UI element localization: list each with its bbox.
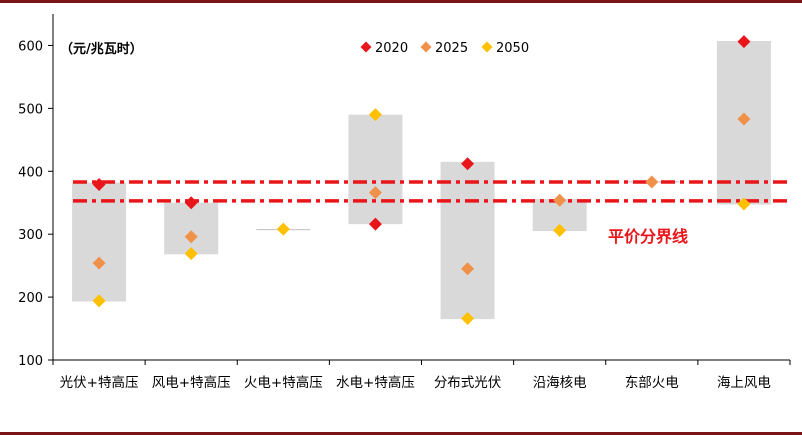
point-2050 [276, 222, 290, 236]
point-2020 [737, 35, 751, 49]
y-unit-label: （元/兆瓦时） [60, 41, 143, 57]
axes: 100 200 300 400 500 600 光伏+特高压 风电+特高压 火电+特高压 水电+特… [18, 14, 791, 391]
range-bars [72, 41, 771, 320]
parity-lines [73, 180, 790, 203]
point-2025 [553, 193, 567, 207]
top-border [0, 0, 802, 3]
x-tick-label: 光伏+特高压 [60, 374, 139, 391]
legend-marker-2025 [420, 41, 432, 53]
point-2020 [92, 177, 106, 191]
x-tick-label: 风电+特高压 [152, 374, 231, 391]
point-2020 [461, 157, 475, 171]
y-tick-label: 400 [18, 165, 43, 180]
point-2050 [553, 223, 567, 237]
range-bar [440, 161, 495, 320]
legend-marker-2020 [360, 41, 372, 53]
point-2025 [645, 175, 659, 189]
point-2025 [737, 112, 751, 126]
x-tick-label: 东部火电 [625, 375, 679, 391]
point-2025 [184, 230, 198, 244]
point-2050 [184, 247, 198, 261]
x-tick-label: 分布式光伏 [434, 375, 502, 391]
point-2025 [461, 262, 475, 276]
range-bar [164, 202, 219, 255]
y-tick-label: 600 [18, 39, 43, 54]
parity-label: 平价分界线 [608, 227, 688, 246]
y-tick-label: 300 [18, 228, 43, 243]
x-tick-label: 沿海核电 [533, 375, 587, 391]
legend-label-2050: 2050 [496, 41, 529, 56]
point-2050 [461, 311, 475, 325]
legend-marker-2050 [481, 41, 493, 53]
y-tick-label: 100 [18, 354, 43, 369]
y-tick-label: 500 [18, 102, 43, 117]
y-tick-label: 200 [18, 291, 43, 306]
legend: 2020 2025 2050 [360, 41, 529, 56]
point-2025 [92, 256, 106, 270]
legend-label-2025: 2025 [435, 41, 468, 56]
point-2020 [368, 217, 382, 231]
point-2050 [92, 294, 106, 308]
point-2050 [737, 197, 751, 211]
point-2025 [368, 186, 382, 200]
x-tick-label: 火电+特高压 [244, 374, 323, 391]
legend-label-2020: 2020 [375, 41, 408, 56]
bottom-border [0, 432, 802, 435]
range-bar [348, 114, 403, 225]
x-tick-label: 水电+特高压 [336, 374, 415, 391]
data-points [92, 35, 751, 325]
x-tick-label: 海上风电 [717, 375, 771, 391]
point-2020 [184, 196, 198, 210]
point-2050 [368, 108, 382, 122]
